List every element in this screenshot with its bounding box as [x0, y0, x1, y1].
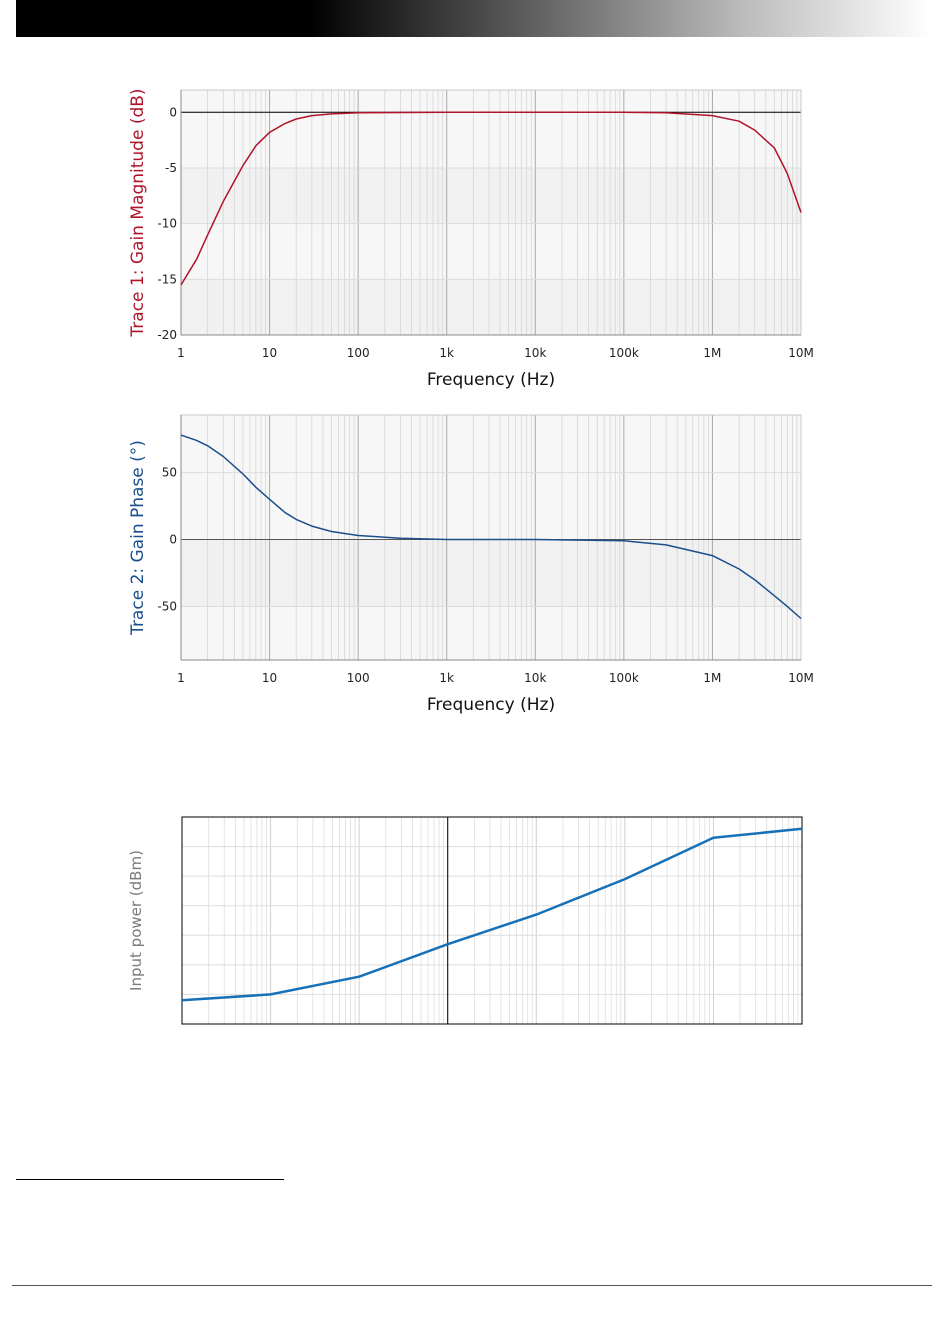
chart-1: 1 10 100 1k 10k 100k 1M 10M -20 -15 -10 -5 0 Frequenc… — [128, 88, 814, 390]
footer-divider — [12, 1285, 932, 1286]
x-tick-label: 10M — [788, 346, 814, 360]
x-tick-label: 10 — [262, 346, 277, 360]
y-tick-label: -10 — [157, 217, 177, 231]
plot-background — [181, 415, 801, 660]
y-tick-label: 50 — [162, 466, 177, 480]
y-tick-label: -5 — [165, 161, 177, 175]
plot-background — [182, 817, 802, 1024]
x-tick-label: 1 — [177, 346, 185, 360]
x-tick-label: 100k — [609, 671, 639, 685]
y-axis-title: Input power (dBm) — [127, 850, 145, 991]
y-tick-label: -15 — [157, 272, 177, 286]
y-axis-title: Trace 2: Gain Phase (°) — [128, 440, 148, 636]
plot-band — [181, 279, 801, 335]
series-line-1 — [180, 111, 802, 286]
series-line-1 — [181, 827, 803, 1002]
x-tick-label: 1k — [439, 671, 454, 685]
x-tick-label: 100k — [609, 346, 639, 360]
y-tick-label: 0 — [169, 105, 177, 119]
plot-band — [181, 539, 801, 607]
x-axis-title: Frequency (Hz) — [427, 695, 555, 715]
plot-band — [181, 167, 801, 224]
x-tick-label: 10k — [524, 346, 546, 360]
x-tick-label: 1k — [439, 346, 454, 360]
footnote-divider — [16, 1179, 284, 1180]
x-tick-label: 1 — [177, 671, 185, 685]
y-tick-label: -50 — [157, 599, 177, 613]
series-line-1 — [180, 434, 802, 620]
x-tick-label: 10M — [788, 671, 814, 685]
x-tick-label: 10 — [262, 671, 277, 685]
header-bar — [16, 0, 930, 37]
x-tick-label: 10k — [524, 671, 546, 685]
x-tick-label: 1M — [703, 671, 721, 685]
x-axis-title: Frequency (Hz) — [427, 370, 555, 390]
chart-3: Input power (dBm) — [127, 816, 803, 1025]
y-tick-label: -20 — [157, 328, 177, 342]
chart-2: 1 10 100 1k 10k 100k 1M 10M -50 0 50 Frequency (Hz)… — [128, 414, 814, 715]
plot-frame — [181, 816, 803, 1025]
y-axis-title: Trace 1: Gain Magnitude (dB) — [128, 88, 148, 337]
x-tick-label: 100 — [347, 671, 370, 685]
x-tick-label: 1M — [703, 346, 721, 360]
y-tick-label: 0 — [169, 533, 177, 547]
x-tick-label: 100 — [347, 346, 370, 360]
